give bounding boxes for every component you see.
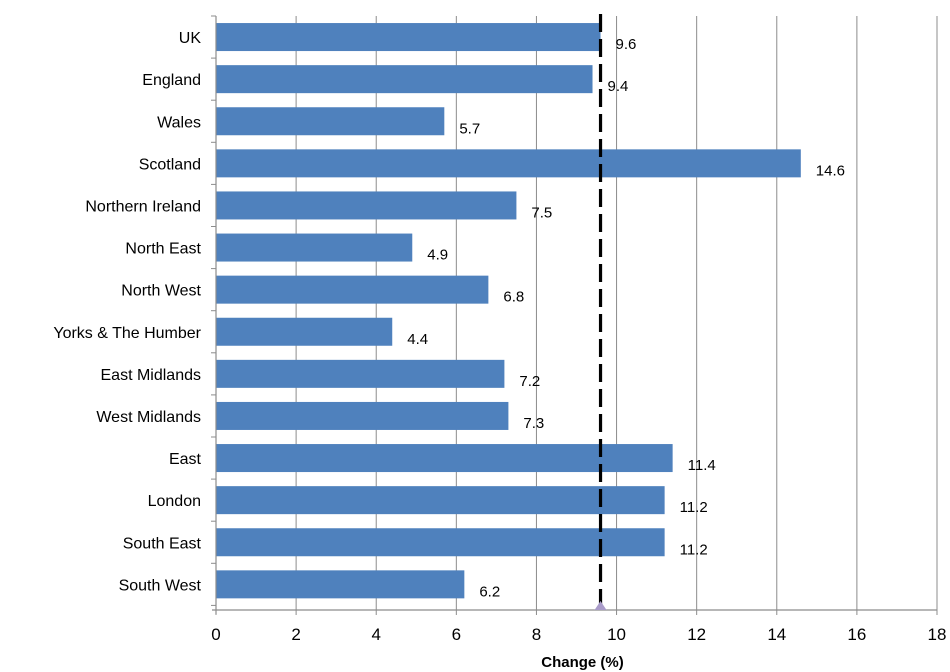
data-label: 6.8: [503, 289, 524, 306]
bar: [216, 359, 505, 388]
data-label: 4.4: [407, 331, 428, 348]
category-label: Yorks & The Humber: [53, 325, 201, 342]
x-axis-title: Change (%): [541, 654, 624, 671]
x-tick-label: 14: [767, 625, 786, 644]
bar: [216, 401, 509, 430]
data-label: 11.2: [680, 541, 708, 558]
category-label: West Midlands: [96, 409, 201, 426]
bar: [216, 65, 593, 94]
x-tick-label: 4: [371, 625, 380, 644]
bar: [216, 233, 413, 262]
data-label: 11.2: [680, 499, 708, 516]
reference-marker: [594, 601, 607, 610]
x-tick-label: 10: [607, 625, 626, 644]
data-label: 7.5: [531, 204, 552, 221]
category-label: South West: [119, 577, 202, 594]
category-label: North East: [125, 241, 201, 258]
category-label: North West: [121, 283, 201, 300]
bar: [216, 275, 489, 304]
x-tick-label: 12: [687, 625, 706, 644]
category-label: Northern Ireland: [85, 198, 201, 215]
category-label: Wales: [157, 114, 201, 131]
category-label: UK: [179, 30, 202, 47]
data-label: 7.2: [519, 373, 540, 390]
data-label: 6.2: [479, 583, 500, 600]
data-label: 9.4: [608, 78, 629, 95]
data-label: 9.6: [616, 36, 637, 53]
data-label: 14.6: [816, 162, 845, 179]
category-label: East Midlands: [101, 367, 202, 384]
category-label: England: [142, 72, 201, 89]
bar: [216, 317, 393, 346]
bar: [216, 191, 517, 220]
data-label: 11.4: [688, 457, 716, 474]
data-label: 7.3: [523, 415, 544, 432]
category-label: Scotland: [139, 156, 201, 173]
x-tick-label: 18: [928, 625, 947, 644]
bar: [216, 444, 673, 473]
bar: [216, 528, 665, 557]
bar: [216, 570, 465, 599]
category-label: South East: [123, 535, 202, 552]
bar: [216, 23, 601, 52]
bar: [216, 486, 665, 515]
x-tick-label: 8: [532, 625, 541, 644]
x-tick-label: 6: [452, 625, 461, 644]
bar: [216, 107, 445, 136]
bar: [216, 149, 801, 178]
x-tick-label: 2: [291, 625, 300, 644]
x-tick-label: 16: [847, 625, 866, 644]
category-label: East: [169, 451, 202, 468]
data-label: 4.9: [427, 247, 448, 264]
data-label: 5.7: [459, 120, 480, 137]
x-tick-label: 0: [211, 625, 220, 644]
category-label: London: [148, 493, 201, 510]
